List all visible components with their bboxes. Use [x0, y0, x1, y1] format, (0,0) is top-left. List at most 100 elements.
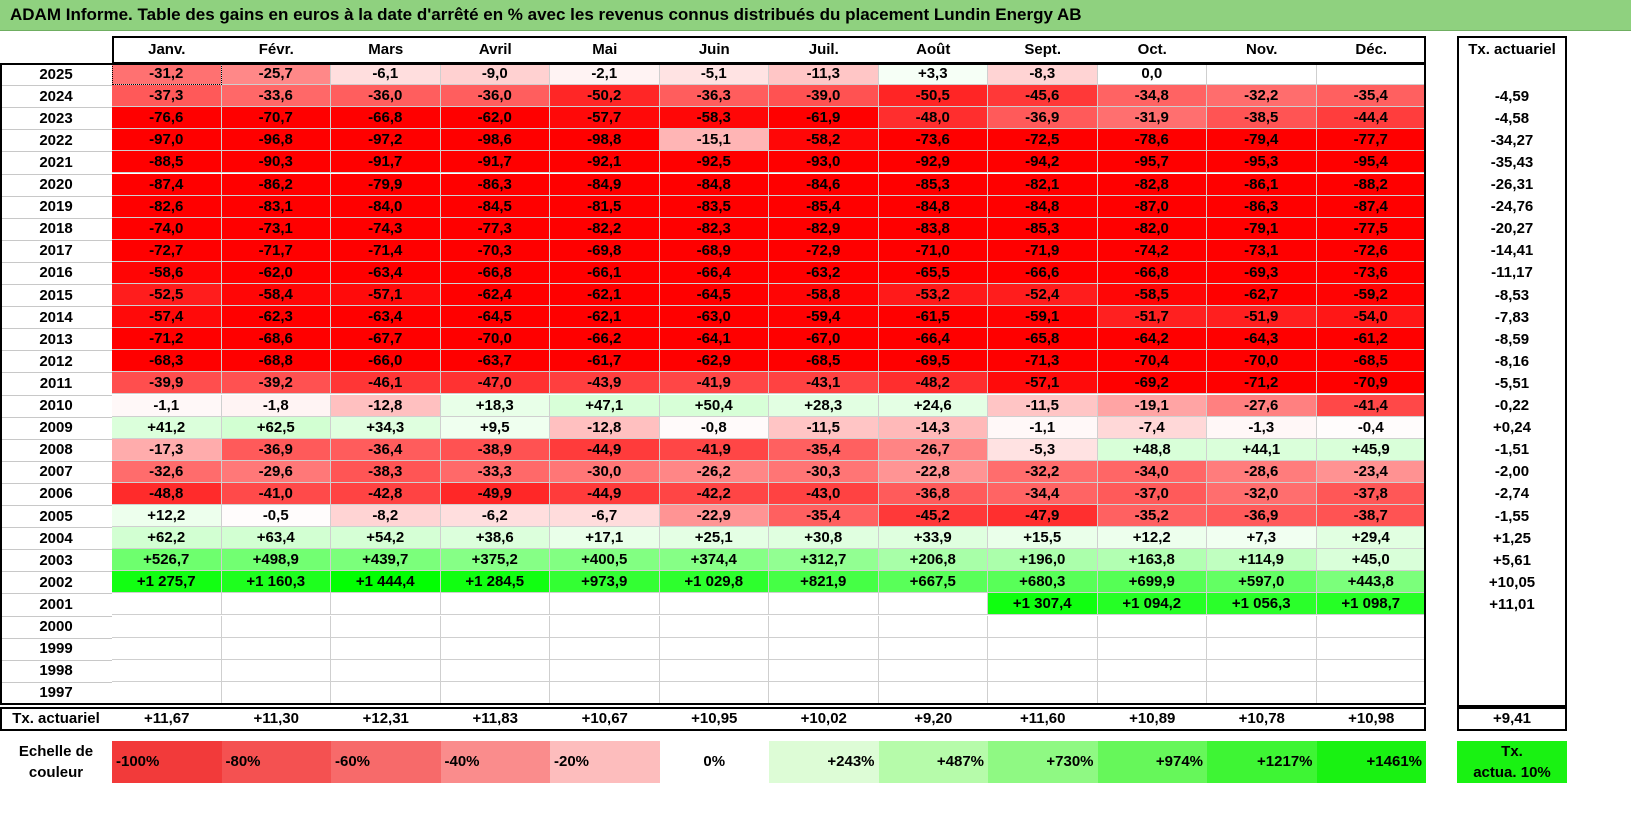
heatmap-cell: +526,7	[112, 549, 222, 572]
heatmap-cell: -92,5	[659, 151, 769, 174]
heatmap-cell: -5,3	[988, 438, 1098, 461]
heatmap-cell: +17,1	[550, 527, 660, 550]
footer-rate-cell: +11,67	[144, 710, 190, 728]
heatmap-cell: -6,2	[440, 505, 550, 528]
heatmap-cell: -85,3	[878, 173, 988, 196]
color-scale-rate-line1: Tx.	[1501, 742, 1523, 760]
heatmap-cell: -39,0	[769, 85, 879, 108]
heatmap-cell	[1207, 659, 1317, 682]
heatmap-cell: -85,4	[769, 195, 879, 218]
heatmap-cell: +597,0	[1207, 571, 1317, 594]
heatmap-cell: -35,4	[1316, 85, 1426, 108]
annual-rate-cell: -8,16	[1494, 352, 1530, 370]
heatmap-cell	[1097, 615, 1207, 638]
row-divider	[0, 703, 112, 705]
heatmap-cell: -61,5	[878, 306, 988, 329]
month-header-8: Août	[916, 41, 951, 58]
heatmap-cell: -14,3	[878, 416, 988, 439]
heatmap-cell: +28,3	[769, 394, 879, 417]
heatmap-cell: -32,2	[988, 460, 1098, 483]
heatmap-cell: -36,9	[221, 438, 331, 461]
heatmap-cell: -33,6	[221, 85, 331, 108]
annual-rate-cell: -11,17	[1491, 264, 1533, 282]
heatmap-cell: -31,9	[1097, 107, 1207, 130]
heatmap-cell: -84,5	[440, 195, 550, 218]
heatmap-cell	[1097, 681, 1207, 704]
heatmap-cell	[769, 681, 879, 704]
heatmap-cell: -32,0	[1207, 482, 1317, 505]
heatmap-cell: -84,8	[878, 195, 988, 218]
heatmap-cell	[659, 659, 769, 682]
footer-rate-cell: +11,60	[1020, 710, 1066, 728]
heatmap-cell: -41,9	[659, 438, 769, 461]
footer-rate-cell: +10,02	[800, 710, 847, 728]
heatmap-cell	[112, 615, 222, 638]
heatmap-cell: -67,0	[769, 328, 879, 351]
heatmap-cell: -71,7	[221, 239, 331, 262]
heatmap-cell	[550, 659, 660, 682]
heatmap-cell: +29,4	[1316, 527, 1426, 550]
year-label: 2008	[39, 441, 73, 459]
heatmap-cell: -59,2	[1316, 284, 1426, 307]
color-scale-swatch: +1461%	[1316, 740, 1426, 783]
color-scale-swatch: -100%	[112, 740, 222, 783]
heatmap-cell: -32,6	[112, 460, 222, 483]
heatmap-cell: -74,0	[112, 217, 222, 240]
heatmap-cell: -97,0	[112, 129, 222, 152]
heatmap-cell: -34,8	[1097, 85, 1207, 108]
heatmap-cell: +443,8	[1316, 571, 1426, 594]
row-divider	[0, 637, 112, 639]
footer-label: Tx. actuariel	[12, 710, 100, 728]
row-divider	[0, 173, 112, 175]
heatmap-cell: -58,3	[659, 107, 769, 130]
heatmap-cell	[221, 593, 331, 616]
footer-rate-cell: +10,89	[1129, 710, 1176, 728]
heatmap-cell: -22,9	[659, 505, 769, 528]
heatmap-cell	[878, 615, 988, 638]
heatmap-cell: -68,5	[1316, 350, 1426, 373]
heatmap-cell: -33,3	[440, 460, 550, 483]
heatmap-cell: +667,5	[878, 571, 988, 594]
year-label: 2012	[39, 352, 73, 370]
heatmap-cell: -49,9	[440, 482, 550, 505]
annual-rate-cell	[1457, 660, 1567, 682]
annual-rate-cell: -20,27	[1490, 220, 1534, 238]
heatmap-cell: -82,8	[1097, 173, 1207, 196]
row-divider	[0, 681, 112, 683]
heatmap-cell: +38,6	[440, 527, 550, 550]
row-divider	[0, 350, 112, 352]
year-label: 2011	[39, 374, 73, 392]
heatmap-cell: +1 056,3	[1207, 593, 1317, 616]
heatmap-cell	[988, 659, 1098, 682]
heatmap-cell: -98,8	[550, 129, 660, 152]
heatmap-cell: -70,3	[440, 239, 550, 262]
heatmap-cell: -84,0	[331, 195, 441, 218]
heatmap-cell: -58,8	[769, 284, 879, 307]
month-header-5: Mai	[592, 41, 618, 58]
heatmap-cell: -84,8	[988, 195, 1098, 218]
heatmap-cell	[659, 637, 769, 660]
heatmap-cell: -90,3	[221, 151, 331, 174]
heatmap-cell: -71,0	[878, 239, 988, 262]
row-divider	[0, 593, 112, 595]
year-label: 2020	[39, 176, 73, 194]
heatmap-cell: +3,3	[878, 63, 988, 86]
heatmap-cell: -36,0	[331, 85, 441, 108]
heatmap-cell: -66,4	[659, 261, 769, 284]
year-label: 2019	[39, 198, 73, 216]
heatmap-cell: -65,8	[988, 328, 1098, 351]
heatmap-cell: -57,1	[988, 372, 1098, 395]
heatmap-cell: -66,8	[440, 261, 550, 284]
annual-rate-cell: -8,53	[1494, 286, 1530, 304]
heatmap-cell: -63,4	[331, 261, 441, 284]
heatmap-cell	[550, 593, 660, 616]
heatmap-cell: -38,9	[440, 438, 550, 461]
annual-rate-cell: -34,27	[1490, 131, 1534, 149]
heatmap-cell: -96,8	[221, 129, 331, 152]
heatmap-cell: -70,0	[1207, 350, 1317, 373]
heatmap-cell	[878, 681, 988, 704]
heatmap-cell: -79,4	[1207, 129, 1317, 152]
heatmap-cell: -69,3	[1207, 261, 1317, 284]
heatmap-cell: -27,6	[1207, 394, 1317, 417]
heatmap-cell: -0,8	[659, 416, 769, 439]
